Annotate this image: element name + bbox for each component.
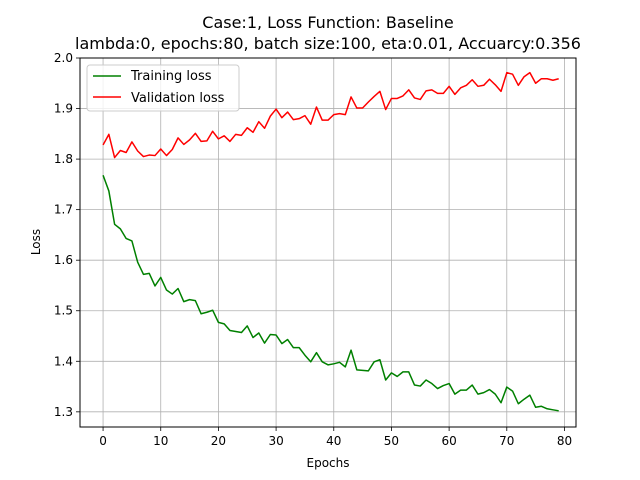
y-tick-label: 1.4: [54, 354, 73, 368]
y-tick-label: 1.3: [54, 405, 73, 419]
chart-title-line-1: Case:1, Loss Function: Baseline: [202, 13, 453, 32]
x-tick-label: 20: [211, 434, 226, 448]
grid-lines: [80, 57, 576, 427]
y-tick-label: 1.7: [54, 203, 73, 217]
x-axis-label: Epochs: [307, 456, 350, 470]
plot-frame: [79, 57, 577, 428]
axis-ticks: 0 10 20 30 40 50 60 70 80 1.3 1.4 1.5 1.6 1.7 1.8 1.9 2.…: [54, 51, 572, 448]
series-layer: [102, 71, 559, 412]
legend-box: [86, 64, 240, 112]
x-tick-label: 30: [268, 434, 283, 448]
y-tick-label: 1.6: [54, 253, 73, 267]
x-tick-label: 60: [441, 434, 456, 448]
legend: Training loss Validation loss: [86, 64, 240, 112]
x-tick-label: 10: [153, 434, 168, 448]
y-tick-label: 1.5: [54, 304, 73, 318]
x-tick-label: 40: [326, 434, 341, 448]
x-tick-label: 70: [499, 434, 514, 448]
y-tick-label: 2.0: [54, 51, 73, 65]
legend-label-training-loss: Training loss: [130, 69, 212, 84]
x-tick-label: 50: [384, 434, 399, 448]
series-line-training-loss: [102, 175, 559, 412]
y-axis-label: Loss: [29, 229, 43, 255]
series-line-validation-loss: [102, 71, 559, 159]
x-tick-label: 0: [99, 434, 107, 448]
y-tick-label: 1.8: [54, 152, 73, 166]
chart-title-line-2: lambda:0, epochs:80, batch size:100, eta…: [75, 34, 581, 53]
x-tick-label: 80: [557, 434, 572, 448]
y-tick-label: 1.9: [54, 102, 73, 116]
legend-label-validation-loss: Validation loss: [131, 91, 225, 106]
